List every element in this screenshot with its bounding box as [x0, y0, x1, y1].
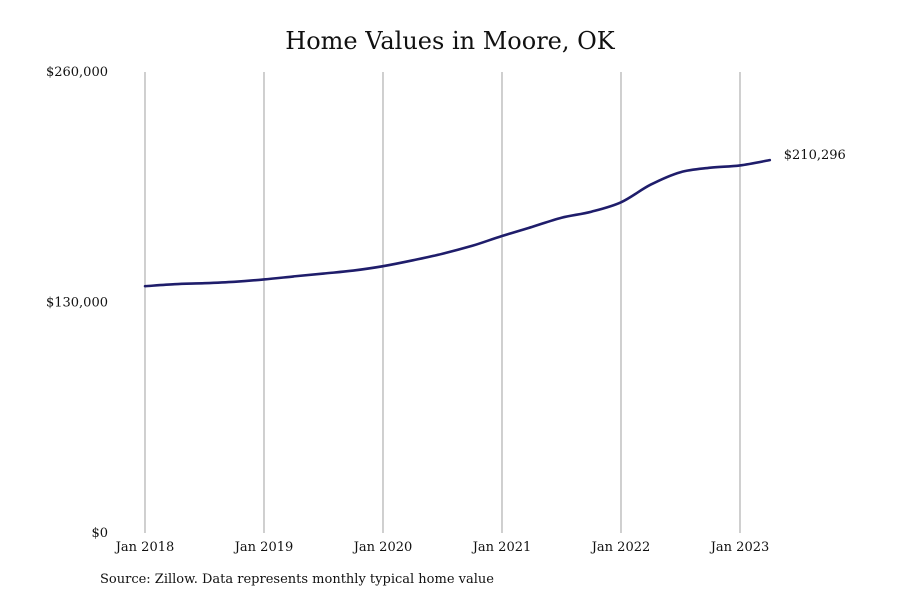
x-tick-label-2021-01: Jan 2021 — [471, 540, 532, 555]
grid-lines — [144, 72, 741, 533]
y-tick-label-0: $0 — [91, 526, 108, 541]
chart-title: Home Values in Moore, OK — [285, 27, 615, 55]
y-tick-labels: $0 $130,000 $260,000 — [46, 65, 108, 541]
y-tick-label-130000: $130,000 — [46, 296, 108, 311]
x-tick-label-2018-01: Jan 2018 — [114, 540, 175, 555]
x-tick-label-2023-01: Jan 2023 — [709, 540, 770, 555]
x-tick-label-2019-01: Jan 2019 — [233, 540, 294, 555]
source-note: Source: Zillow. Data represents monthly … — [100, 572, 494, 587]
x-tick-label-2022-01: Jan 2022 — [590, 540, 651, 555]
data-labels: $210,296 — [784, 148, 846, 163]
end-value-label: $210,296 — [784, 148, 846, 163]
series-line-0 — [143, 158, 772, 288]
x-tick-labels: Jan 2018 Jan 2019 Jan 2020 Jan 2021 Jan 2022… — [114, 540, 770, 555]
series-lines — [143, 158, 772, 288]
y-tick-label-260000: $260,000 — [46, 65, 108, 80]
x-tick-label-2020-01: Jan 2020 — [352, 540, 413, 555]
